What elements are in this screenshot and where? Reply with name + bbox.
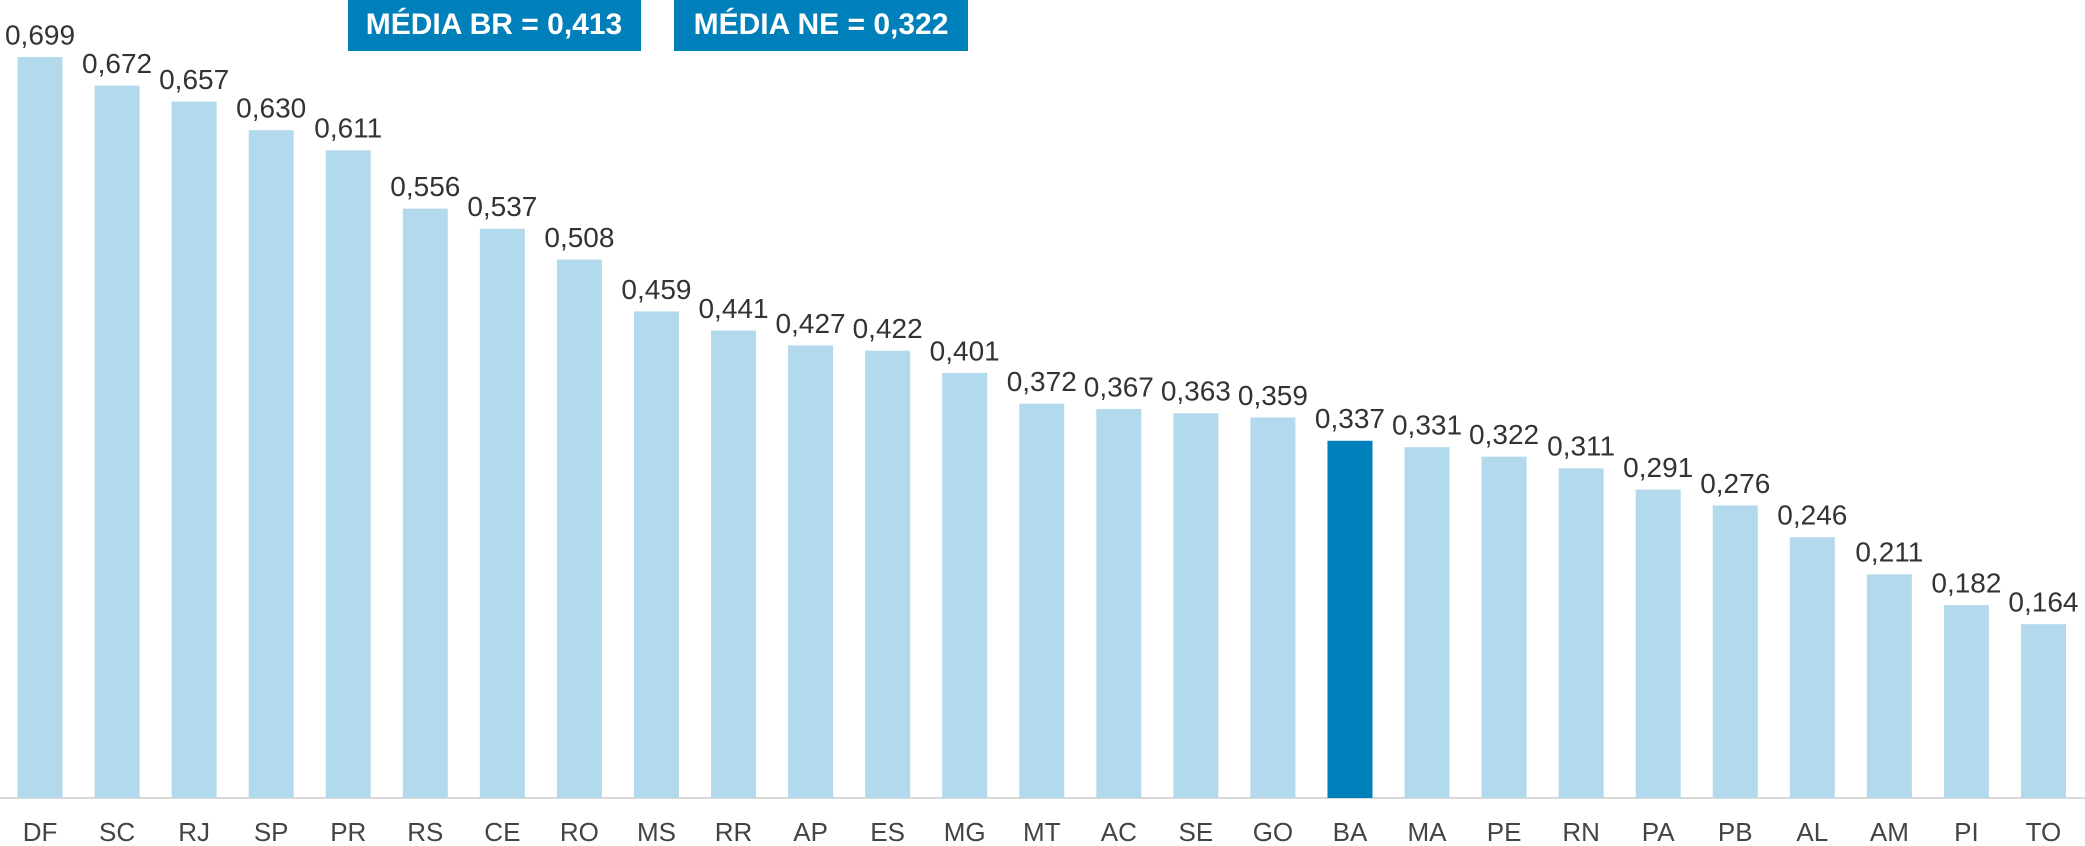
bar <box>556 259 602 798</box>
bar <box>1096 408 1142 798</box>
bar <box>1789 537 1835 798</box>
value-label: 0,672 <box>82 48 152 79</box>
value-label: 0,211 <box>1855 537 1923 568</box>
value-label: 0,359 <box>1238 380 1308 411</box>
value-label: 0,556 <box>390 171 460 202</box>
value-label: 0,246 <box>1777 500 1847 531</box>
value-label: 0,363 <box>1161 376 1231 407</box>
x-tick-label: AL <box>1796 817 1828 846</box>
x-tick-label: BA <box>1333 817 1368 846</box>
x-tick-label: MG <box>944 817 986 846</box>
value-label: 0,611 <box>314 113 382 144</box>
value-label: 0,182 <box>1931 567 2001 598</box>
x-tick-label: AM <box>1870 817 1909 846</box>
bar <box>942 372 988 798</box>
x-tick-label: RS <box>407 817 443 846</box>
x-tick-label: RR <box>715 817 753 846</box>
annotation-box <box>348 0 641 51</box>
bar <box>633 311 679 798</box>
bar <box>1019 403 1065 798</box>
value-label: 0,291 <box>1623 452 1693 483</box>
bar <box>2020 624 2066 798</box>
bar <box>1327 440 1373 798</box>
value-label: 0,322 <box>1469 419 1539 450</box>
value-label: 0,699 <box>5 19 75 50</box>
value-label: 0,537 <box>467 191 537 222</box>
value-label: 0,657 <box>159 64 229 95</box>
x-tick-label: PE <box>1487 817 1522 846</box>
x-tick-label: AC <box>1101 817 1137 846</box>
value-label: 0,427 <box>776 308 846 339</box>
bar <box>17 57 63 799</box>
x-tick-label: RJ <box>178 817 210 846</box>
value-label: 0,401 <box>930 335 1000 366</box>
annotation-box <box>674 0 968 51</box>
bar <box>1866 574 1912 798</box>
value-label: 0,441 <box>698 293 768 324</box>
bar <box>479 228 525 798</box>
value-label: 0,367 <box>1084 371 1154 402</box>
bar <box>171 101 217 798</box>
x-tick-label: RO <box>560 817 599 846</box>
value-label: 0,459 <box>621 274 691 305</box>
bar <box>1558 468 1604 798</box>
x-tick-label: CE <box>484 817 520 846</box>
value-label: 0,630 <box>236 93 306 124</box>
bar <box>1404 447 1450 798</box>
bar <box>1173 413 1219 798</box>
x-tick-label: SC <box>99 817 135 846</box>
bar <box>711 330 757 798</box>
bar <box>325 150 371 799</box>
x-tick-label: MA <box>1408 817 1448 846</box>
value-label: 0,372 <box>1007 366 1077 397</box>
x-tick-label: PA <box>1642 817 1675 846</box>
x-tick-label: DF <box>23 817 58 846</box>
bar <box>1250 417 1296 798</box>
bar <box>1481 456 1527 798</box>
bar <box>788 345 834 798</box>
value-label: 0,276 <box>1700 468 1770 499</box>
x-tick-label: MS <box>637 817 676 846</box>
value-label: 0,331 <box>1392 410 1462 441</box>
x-tick-label: TO <box>2026 817 2062 846</box>
bar <box>248 130 294 798</box>
x-tick-label: PR <box>330 817 366 846</box>
annotation: MÉDIA BR = 0,413 <box>366 7 622 41</box>
bar <box>1943 605 1989 798</box>
x-tick-label: PB <box>1718 817 1753 846</box>
value-label: 0,337 <box>1315 403 1385 434</box>
x-tick-label: SE <box>1179 817 1214 846</box>
bar <box>865 350 911 798</box>
x-tick-label: AP <box>793 817 828 846</box>
value-label: 0,164 <box>2008 587 2078 618</box>
bar <box>94 85 140 799</box>
x-tick-label: PI <box>1954 817 1979 846</box>
value-label: 0,508 <box>544 222 614 253</box>
x-tick-label: ES <box>870 817 905 846</box>
x-tick-label: SP <box>254 817 289 846</box>
bar <box>1635 489 1681 798</box>
bar <box>402 208 448 798</box>
x-tick-label: GO <box>1253 817 1293 846</box>
value-label: 0,422 <box>853 313 923 344</box>
annotation: MÉDIA NE = 0,322 <box>694 7 949 41</box>
x-tick-label: RN <box>1562 817 1600 846</box>
bar <box>1712 505 1758 798</box>
x-tick-label: MT <box>1023 817 1061 846</box>
value-label: 0,311 <box>1547 431 1615 462</box>
